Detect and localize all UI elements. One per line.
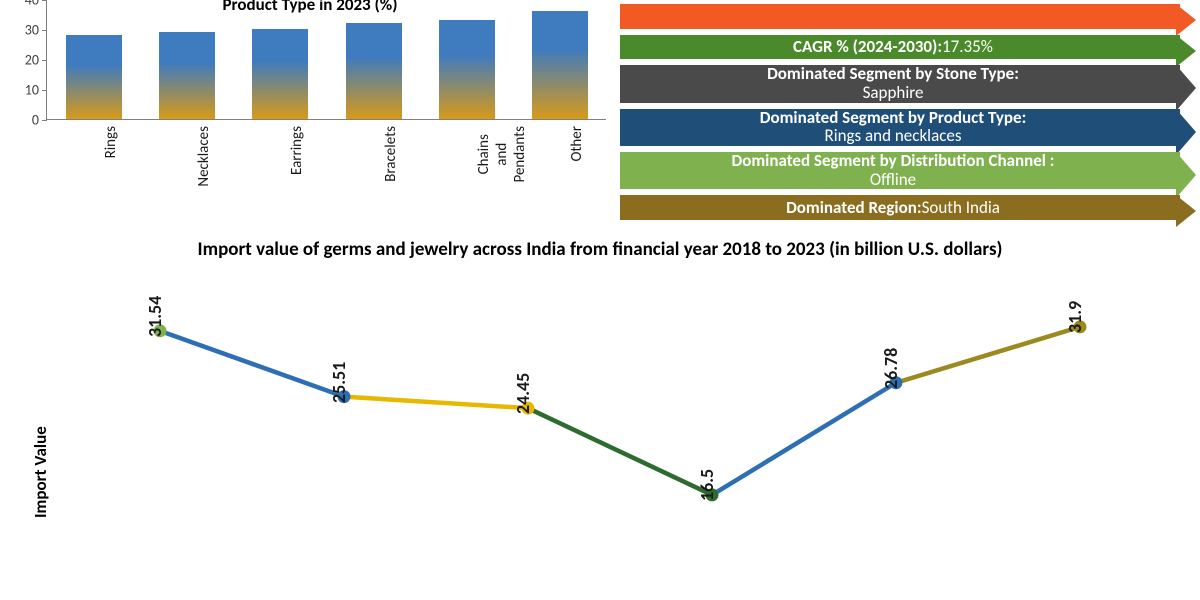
chevron-right-icon [1176,4,1196,36]
info-banner: CAGR % (2024-2030): 17.35% [620,35,1180,60]
info-banner: Dominated Segment by Distribution Channe… [620,152,1180,189]
banner-value: South India [922,197,1000,218]
chevron-right-icon [1176,65,1196,111]
banner-label: Dominated Region: [786,197,922,218]
chevron-right-icon [1176,195,1196,227]
bar-chart-xlabel: Rings [102,126,120,158]
bar [439,20,495,119]
bar-chart-area: Product Type in 2023 (%) 010203040RingsN… [0,0,620,220]
bar-chart-xlabel: Bracelets [382,126,400,182]
info-banner [620,4,1180,29]
line-chart-area: Import value of germs and jewelry across… [0,238,1200,578]
bar-chart-ytick-mark [42,90,47,91]
info-banner: Dominated Segment by Product Type:Rings … [620,109,1180,146]
line-chart-plot: 31.5425.5124.4516.526.7831.9 [120,304,1120,544]
bar-chart-plot: 010203040RingsNecklacesEarringsBracelets… [46,0,606,120]
bar-chart-ytick-mark [42,60,47,61]
bar-chart-xlabel: Necklaces [195,126,213,187]
line-segment [344,397,528,409]
bar-chart-xlabel: Other [568,126,586,162]
bar-chart-ytick: 20 [9,52,39,69]
line-data-label: 25.51 [328,361,350,402]
banner-value: Offline [870,171,916,190]
bar [346,23,402,119]
line-data-label: 31.54 [144,296,166,337]
banner-value: 17.35% [942,36,993,57]
chevron-right-icon [1176,35,1196,67]
line-chart-title: Import value of germs and jewelry across… [0,238,1200,262]
chevron-right-icon [1176,152,1196,198]
info-banner: Dominated Region: South India [620,195,1180,220]
line-data-label: 24.45 [512,373,534,414]
bar-chart-ytick-mark [42,0,47,1]
line-chart-svg [120,304,1120,544]
line-chart-y-axis-label: Import Value [30,426,51,518]
bar-chart-xlabel: Earrings [288,126,306,175]
banner-value: Rings and necklaces [824,127,961,146]
line-segment [160,331,344,397]
bar-chart-ytick: 30 [9,22,39,39]
bar [532,11,588,119]
banner-value: Sapphire [863,84,924,103]
bar [159,32,215,119]
info-banner: Dominated Segment by Stone Type:Sapphire [620,65,1180,102]
banner-label: Dominated Segment by Distribution Channe… [731,152,1054,171]
bar-chart-ytick-mark [42,30,47,31]
bar-chart-xlabel: Chains and Pendants [475,126,529,183]
bar-chart-ytick: 40 [9,0,39,9]
banner-label: CAGR % (2024-2030): [793,36,942,57]
bar [66,35,122,119]
line-data-label: 16.5 [696,469,718,501]
bar [252,29,308,119]
info-banner-column: CAGR % (2024-2030): 17.35% Dominated Segm… [620,0,1180,220]
bar-chart-ytick: 0 [9,112,39,129]
line-segment [896,327,1080,383]
line-segment [712,383,896,495]
bar-chart-ytick: 10 [9,82,39,99]
chevron-right-icon [1176,109,1196,155]
bar-chart-ytick-mark [42,120,47,121]
line-data-label: 26.78 [880,347,902,388]
line-segment [528,408,712,495]
line-data-label: 31.9 [1064,301,1086,333]
